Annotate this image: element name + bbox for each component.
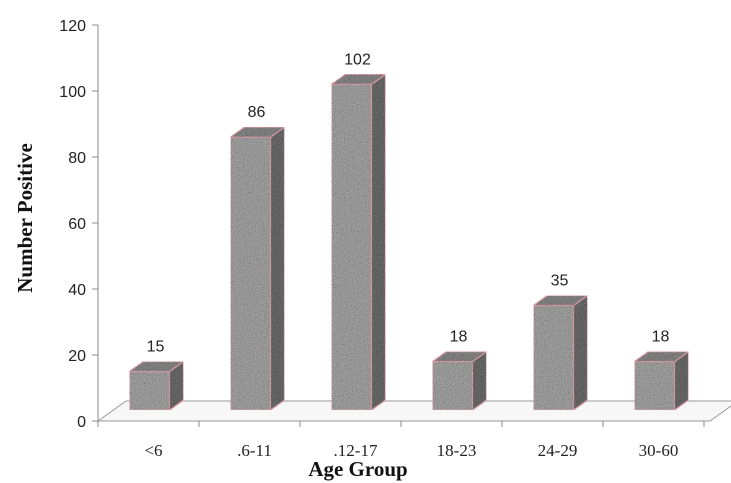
bar xyxy=(228,126,287,412)
bar xyxy=(329,73,388,412)
data-labels-group: 15 86 102 18 35 18 xyxy=(147,51,670,355)
bar-side-face xyxy=(269,126,286,412)
bar-front-face xyxy=(330,83,373,411)
bars-group xyxy=(127,73,691,412)
bar-front-face xyxy=(431,361,474,411)
data-label: 86 xyxy=(248,104,266,121)
bar-top-face xyxy=(127,360,186,373)
bar xyxy=(430,350,489,412)
bar-top-face xyxy=(329,73,388,85)
y-tick-label: 120 xyxy=(59,18,86,35)
bar-top-face xyxy=(430,351,489,363)
data-label: 15 xyxy=(147,339,165,356)
bar-front-face xyxy=(128,370,171,411)
y-axis-title: Number Positive xyxy=(13,143,37,293)
bar-side-face xyxy=(572,294,589,412)
y-tick-label: 60 xyxy=(68,216,86,233)
bar-top-face xyxy=(228,126,287,138)
x-tick-label: 30-60 xyxy=(639,441,679,460)
y-tick-label: 100 xyxy=(59,84,86,101)
y-tick-label: 40 xyxy=(68,282,86,299)
bar-side-face xyxy=(370,73,387,412)
bar-front-face xyxy=(633,361,676,411)
y-tick-label: 80 xyxy=(68,150,86,167)
y-tick-label: 0 xyxy=(77,414,86,431)
x-tick-label: 24-29 xyxy=(538,441,578,460)
bar-top-face xyxy=(531,294,590,307)
bar-front-face xyxy=(229,136,272,411)
x-tick-label: .6-11 xyxy=(237,441,272,460)
x-tick-label: .12-17 xyxy=(334,441,378,460)
x-axis-ticks: <6 .6-11 .12-17 18-23 24-29 30-60 xyxy=(97,421,705,460)
data-label: 18 xyxy=(450,329,468,346)
y-axis-ticks: 0 20 40 60 80 100 120 xyxy=(59,18,98,431)
data-label: 35 xyxy=(551,273,569,290)
bar-top-face xyxy=(632,351,691,363)
bar xyxy=(127,360,186,412)
data-label: 102 xyxy=(344,51,371,68)
x-axis-title: Age Group xyxy=(308,457,407,481)
data-label: 18 xyxy=(652,329,670,346)
bar xyxy=(531,294,590,412)
x-tick-label: 18-23 xyxy=(437,441,477,460)
bar xyxy=(632,350,691,412)
y-tick-label: 20 xyxy=(68,348,86,365)
bar-front-face xyxy=(532,304,575,411)
x-tick-label: <6 xyxy=(144,441,162,460)
